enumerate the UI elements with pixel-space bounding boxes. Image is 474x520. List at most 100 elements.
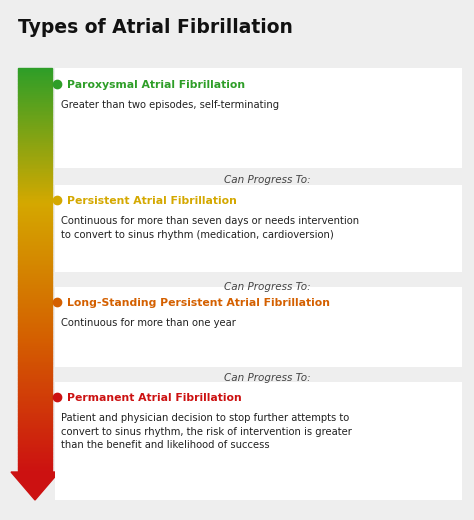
Bar <box>18 298 52 300</box>
Bar <box>18 160 52 161</box>
Bar <box>18 355 52 356</box>
Bar <box>18 256 52 258</box>
Bar <box>18 250 52 251</box>
Bar <box>18 177 52 178</box>
Bar <box>18 301 52 302</box>
Bar <box>18 310 52 312</box>
Bar <box>18 383 52 384</box>
Bar <box>18 231 52 232</box>
Bar <box>18 83 52 84</box>
Bar <box>18 88 52 89</box>
Bar <box>18 466 52 468</box>
Bar <box>18 150 52 151</box>
Bar <box>18 180 52 181</box>
Bar <box>18 321 52 322</box>
Bar <box>18 320 52 321</box>
Bar <box>18 96 52 98</box>
Bar <box>18 461 52 463</box>
Bar <box>18 361 52 363</box>
Bar <box>18 87 52 88</box>
Bar <box>18 233 52 235</box>
Bar <box>18 293 52 294</box>
Bar <box>18 183 52 184</box>
Bar <box>18 226 52 227</box>
Bar <box>18 215 52 216</box>
Bar <box>18 272 52 274</box>
Bar <box>18 394 52 395</box>
Bar <box>18 114 52 115</box>
Bar <box>18 111 52 112</box>
Polygon shape <box>11 472 59 500</box>
Bar <box>18 239 52 240</box>
Bar <box>18 340 52 341</box>
Bar <box>18 316 52 317</box>
Bar <box>18 354 52 355</box>
Bar <box>18 246 52 247</box>
Bar <box>18 98 52 99</box>
Bar <box>18 249 52 250</box>
Bar <box>18 270 52 271</box>
Bar <box>18 376 52 378</box>
Bar <box>18 171 52 172</box>
Bar <box>18 91 52 92</box>
Bar <box>18 144 52 145</box>
Bar <box>18 328 52 329</box>
Bar <box>18 262 52 263</box>
Bar <box>18 110 52 111</box>
Bar <box>18 452 52 453</box>
Bar <box>18 448 52 449</box>
Bar <box>18 243 52 244</box>
Bar <box>18 223 52 224</box>
Bar <box>18 470 52 471</box>
Bar <box>18 345 52 347</box>
Bar <box>18 251 52 253</box>
Bar <box>18 137 52 138</box>
Bar <box>18 199 52 200</box>
Bar <box>18 253 52 254</box>
Bar <box>18 76 52 77</box>
Bar <box>18 157 52 158</box>
Bar <box>18 213 52 215</box>
Bar <box>18 148 52 149</box>
Bar <box>55 382 462 500</box>
Bar <box>18 133 52 134</box>
Text: Types of Atrial Fibrillation: Types of Atrial Fibrillation <box>18 18 293 37</box>
Bar <box>18 297 52 298</box>
Bar <box>18 327 52 328</box>
Bar <box>18 443 52 444</box>
Bar <box>18 216 52 217</box>
Bar <box>18 331 52 332</box>
Bar <box>18 347 52 348</box>
Bar <box>18 426 52 427</box>
Bar <box>18 173 52 174</box>
Bar <box>18 69 52 71</box>
Bar <box>18 192 52 193</box>
Bar <box>18 379 52 381</box>
Bar <box>18 222 52 223</box>
Bar <box>18 322 52 324</box>
Bar <box>18 415 52 417</box>
Bar <box>18 77 52 79</box>
Bar <box>18 103 52 105</box>
Bar <box>18 95 52 96</box>
Bar <box>18 418 52 420</box>
Bar <box>18 430 52 432</box>
Bar <box>18 391 52 393</box>
Bar <box>18 390 52 391</box>
Bar <box>18 453 52 454</box>
Bar <box>18 464 52 465</box>
Bar <box>18 203 52 204</box>
Bar <box>18 230 52 231</box>
Bar <box>18 145 52 146</box>
Bar <box>18 146 52 148</box>
Bar <box>18 313 52 315</box>
Bar <box>18 194 52 196</box>
Bar <box>18 371 52 372</box>
Bar <box>18 318 52 320</box>
Bar <box>18 387 52 388</box>
Bar <box>18 265 52 266</box>
Text: Continuous for more than seven days or needs intervention
to convert to sinus rh: Continuous for more than seven days or n… <box>61 216 359 240</box>
Bar <box>18 267 52 269</box>
Bar <box>18 126 52 127</box>
Bar <box>18 324 52 325</box>
